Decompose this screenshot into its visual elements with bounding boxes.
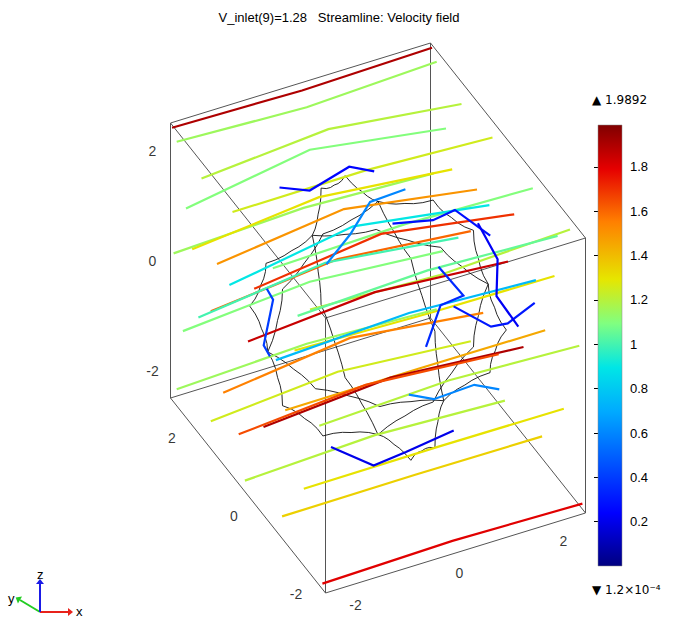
svg-text:-2: -2	[290, 586, 303, 602]
svg-text:1: 1	[630, 337, 637, 352]
svg-text:1.2: 1.2	[630, 292, 648, 307]
svg-text:2: 2	[149, 143, 157, 159]
svg-text:-2: -2	[349, 597, 362, 613]
svg-text:x: x	[76, 604, 83, 619]
svg-text:0: 0	[456, 565, 464, 581]
svg-text:0.8: 0.8	[630, 381, 648, 396]
svg-text:0.4: 0.4	[630, 470, 648, 485]
svg-text:-2: -2	[146, 363, 159, 379]
svg-text:0.2: 0.2	[630, 514, 648, 529]
svg-text:▼ 1.2×10⁻⁴: ▼ 1.2×10⁻⁴	[592, 583, 661, 597]
svg-text:0: 0	[230, 508, 238, 524]
svg-text:1.6: 1.6	[630, 204, 648, 219]
svg-text:1.8: 1.8	[630, 159, 648, 174]
svg-text:▲ 1.9892: ▲ 1.9892	[592, 93, 647, 107]
svg-text:1.4: 1.4	[630, 248, 648, 263]
svg-text:0.6: 0.6	[630, 426, 648, 441]
svg-text:V_inlet(9)=1.28 Streamline:: V_inlet(9)=1.28 Streamline: Velocity fie…	[219, 10, 460, 25]
svg-text:z: z	[37, 567, 44, 582]
svg-text:0: 0	[149, 253, 157, 269]
svg-text:2: 2	[560, 533, 568, 549]
svg-text:y: y	[8, 591, 15, 606]
svg-text:2: 2	[168, 430, 176, 446]
